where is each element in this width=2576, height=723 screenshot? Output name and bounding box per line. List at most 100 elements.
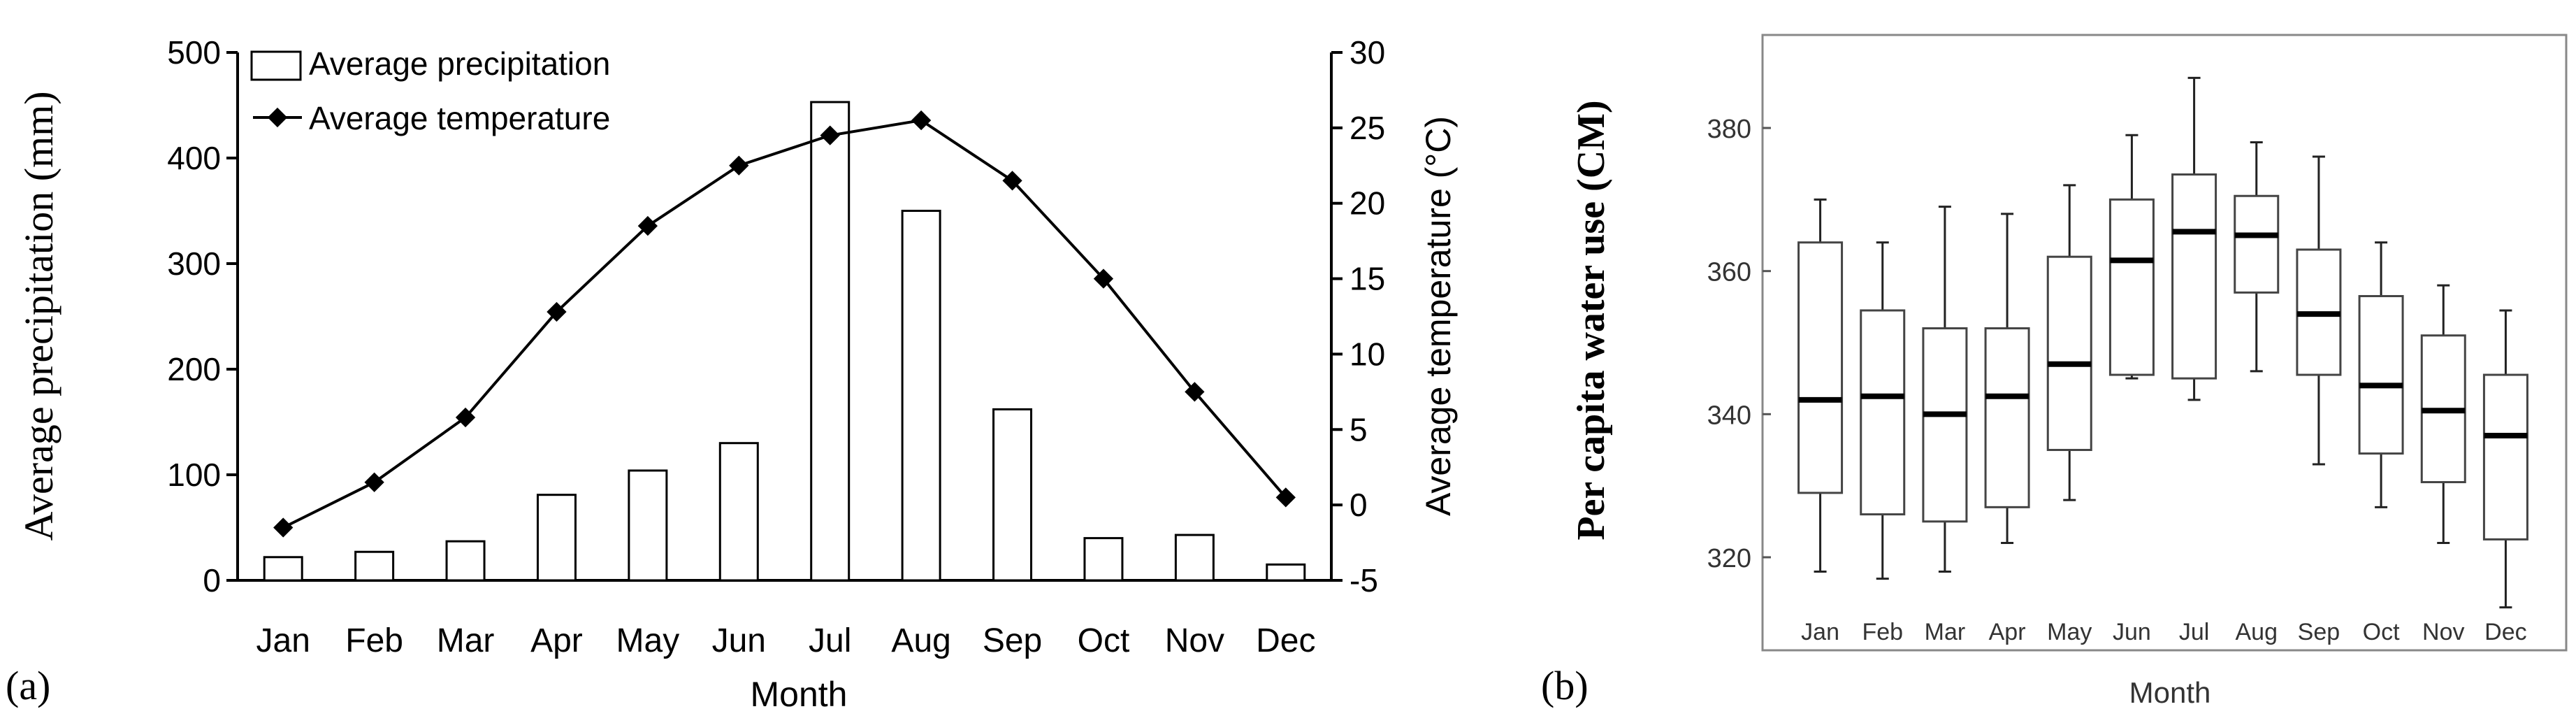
right-y-tick-label: 15 bbox=[1349, 261, 1385, 297]
month-label: Mar bbox=[437, 622, 495, 659]
panel-a-label: (a) bbox=[6, 663, 50, 708]
panel-b-ticks: 320 340 360 380 bbox=[1707, 115, 1771, 573]
box-jul bbox=[2171, 76, 2217, 401]
month-label: Aug bbox=[891, 622, 950, 659]
left-y-tick-label: 400 bbox=[167, 140, 221, 176]
iqr-box bbox=[1797, 241, 1844, 494]
temperature-line bbox=[282, 118, 1287, 529]
precip-bar-oct bbox=[1083, 537, 1124, 582]
precip-bar-dec bbox=[1266, 563, 1306, 582]
temp-point-jul bbox=[820, 125, 840, 145]
box-sep bbox=[2296, 155, 2342, 466]
iqr-box bbox=[2358, 294, 2404, 455]
panel-b-y-tick-label: 340 bbox=[1707, 401, 1751, 430]
panel-a-x-axis-title: Month bbox=[751, 675, 848, 714]
box-jan bbox=[1797, 198, 1844, 573]
left-y-tick-label: 200 bbox=[167, 351, 221, 387]
panel-a-y-axis-title: Average precipitation (mm) bbox=[16, 91, 61, 541]
temperature-series bbox=[273, 110, 1296, 538]
month-label: Oct bbox=[1078, 622, 1130, 659]
right-y-tick-label: 20 bbox=[1349, 185, 1385, 222]
temp-point-mar bbox=[455, 407, 476, 428]
iqr-box bbox=[2108, 198, 2155, 376]
precip-bar-jan bbox=[263, 556, 303, 582]
box-aug bbox=[2234, 141, 2280, 373]
precip-bar-jun bbox=[718, 442, 759, 582]
panel-b-month-labels: Jan Feb Mar Apr May Jun Jul Aug Sep Oct Nov Dec bbox=[1801, 619, 2526, 645]
box-oct bbox=[2358, 241, 2404, 508]
legend-temperature-label: Average temperature bbox=[309, 100, 610, 136]
panel-b-month-label: Feb bbox=[1862, 619, 1903, 645]
panel-b-month-label: Aug bbox=[2236, 619, 2278, 645]
temp-point-feb bbox=[364, 472, 384, 492]
boxplot-boxes bbox=[1797, 76, 2528, 609]
panel-b-month-label: Apr bbox=[1989, 619, 2026, 645]
month-label: Apr bbox=[530, 622, 583, 659]
right-y-tick-label: 5 bbox=[1349, 411, 1368, 448]
panel-b-x-axis-title: Month bbox=[2129, 676, 2211, 709]
iqr-box bbox=[1922, 327, 1968, 523]
panel-a-y2-axis-title: Average temperature (°C) bbox=[1419, 116, 1458, 516]
legend-marker-icon bbox=[267, 107, 288, 128]
left-y-tick-label: 0 bbox=[203, 562, 221, 599]
panel-b-y-tick-label: 360 bbox=[1707, 258, 1751, 287]
box-may bbox=[2046, 184, 2092, 501]
temp-point-oct bbox=[1093, 269, 1114, 289]
left-y-tick-label: 300 bbox=[167, 245, 221, 282]
temp-point-may bbox=[637, 215, 658, 236]
month-label: Dec bbox=[1256, 622, 1315, 659]
temp-point-nov bbox=[1185, 382, 1205, 402]
temp-point-dec bbox=[1275, 487, 1296, 508]
iqr-box bbox=[1984, 327, 2030, 508]
panel-b-month-label: Mar bbox=[1925, 619, 1966, 645]
precip-bar-apr bbox=[536, 494, 577, 582]
precip-bar-mar bbox=[445, 540, 486, 582]
precip-bar-aug bbox=[901, 210, 941, 582]
month-label: Jan bbox=[256, 622, 310, 659]
temp-point-apr bbox=[547, 301, 567, 322]
legend-precipitation-label: Average precipitation bbox=[309, 45, 610, 82]
month-label: Nov bbox=[1165, 622, 1224, 659]
precip-bar-jul bbox=[810, 101, 851, 582]
month-label: Jul bbox=[809, 622, 851, 659]
legend-bar-swatch bbox=[250, 50, 302, 81]
right-y-tick-label: 25 bbox=[1349, 110, 1385, 146]
iqr-box bbox=[2234, 194, 2280, 294]
iqr-box bbox=[2046, 255, 2092, 451]
left-y-tick-label: 100 bbox=[167, 457, 221, 493]
panel-a-ticks: 0 100 200 300 400 500 -5 0 5 10 15 20 25 30 bbox=[167, 34, 1385, 599]
temp-point-aug bbox=[911, 110, 932, 131]
box-jun bbox=[2108, 134, 2155, 380]
right-y-tick-label: 30 bbox=[1349, 34, 1385, 71]
precip-bar-feb bbox=[354, 550, 395, 582]
box-apr bbox=[1984, 213, 2030, 545]
month-label: Jun bbox=[712, 622, 766, 659]
panel-b-month-label: May bbox=[2047, 619, 2092, 645]
box-nov bbox=[2420, 284, 2466, 545]
panel-b-y-tick-label: 320 bbox=[1707, 544, 1751, 573]
month-label: Feb bbox=[345, 622, 403, 659]
precipitation-bars bbox=[263, 101, 1306, 582]
precip-bar-may bbox=[628, 469, 668, 582]
panel-b-chart: 320 340 360 380 Jan Feb Mar Apr May Jun Jul Aug Sep… bbox=[1541, 34, 2568, 709]
month-label: Sep bbox=[983, 622, 1042, 659]
panel-b-month-label: Oct bbox=[2363, 619, 2400, 645]
right-y-tick-label: 0 bbox=[1349, 487, 1368, 523]
panel-b-month-label: Nov bbox=[2422, 619, 2464, 645]
panel-b-label: (b) bbox=[1541, 663, 1589, 708]
precip-bar-sep bbox=[992, 408, 1033, 582]
panel-a-month-labels: Jan Feb Mar Apr May Jun Jul Aug Sep Oct Nov Dec bbox=[256, 622, 1316, 659]
panel-b-month-label: Dec bbox=[2484, 619, 2526, 645]
panel-b-y-axis-title: Per capita water use (CM) bbox=[1570, 100, 1613, 540]
box-dec bbox=[2482, 309, 2528, 609]
iqr-box bbox=[2482, 373, 2528, 541]
legend: Average precipitation Average temperatur… bbox=[250, 45, 610, 136]
box-mar bbox=[1922, 206, 1968, 573]
panel-a-chart: 0 100 200 300 400 500 -5 0 5 10 15 20 25 30 Jan Feb Mar… bbox=[6, 34, 1458, 714]
panel-b-month-label: Jan bbox=[1801, 619, 1839, 645]
temp-point-sep bbox=[1002, 171, 1022, 191]
iqr-box bbox=[1860, 309, 1906, 516]
temp-point-jun bbox=[729, 155, 749, 176]
iqr-box bbox=[2171, 173, 2217, 380]
